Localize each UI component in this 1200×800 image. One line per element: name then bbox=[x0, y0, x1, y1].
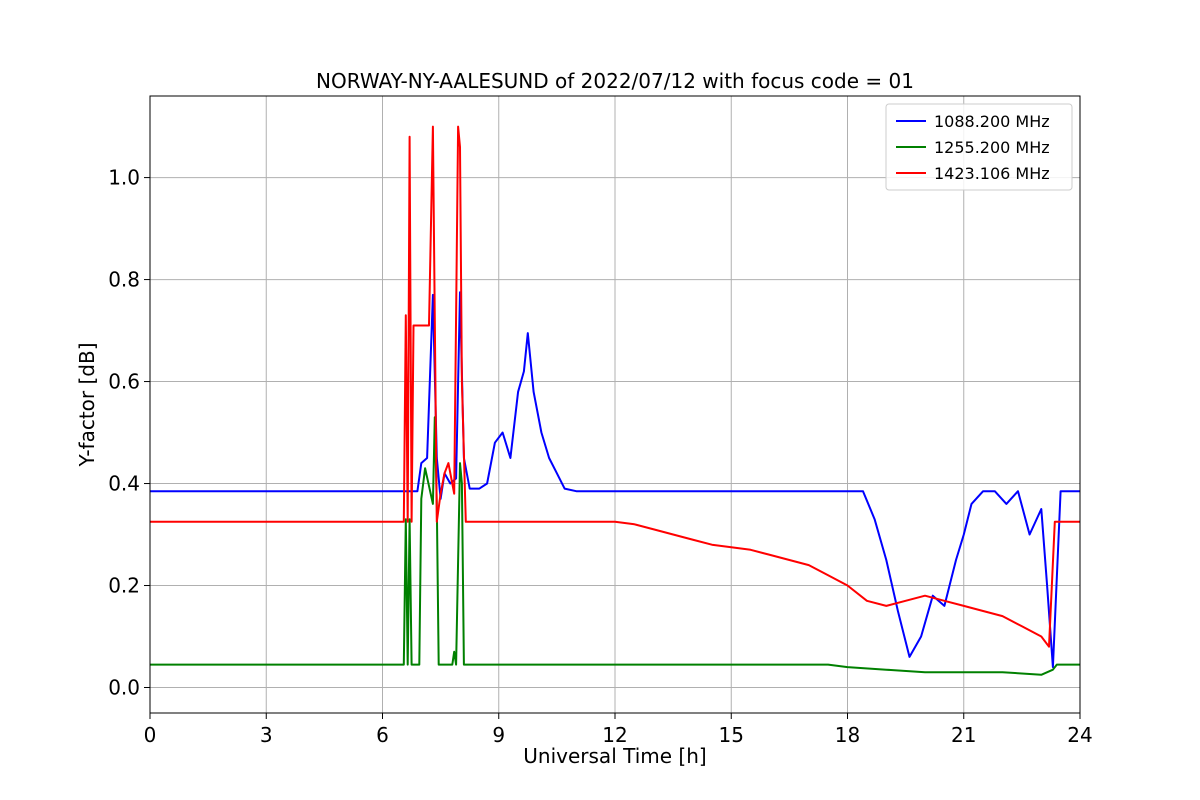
chart-title: NORWAY-NY-AALESUND of 2022/07/12 with fo… bbox=[316, 69, 914, 93]
x-tick-label: 3 bbox=[260, 723, 273, 747]
x-tick-label: 15 bbox=[719, 723, 744, 747]
y-tick-label: 0.6 bbox=[108, 370, 140, 394]
x-tick-label: 9 bbox=[492, 723, 505, 747]
grid-layer bbox=[149, 96, 1081, 713]
x-tick-label: 21 bbox=[951, 723, 976, 747]
legend-label-2: 1255.200 MHz bbox=[934, 138, 1050, 157]
y-tick-label: 0.4 bbox=[108, 472, 140, 496]
series-layer bbox=[150, 125, 1080, 676]
legend-label-1: 1088.200 MHz bbox=[934, 112, 1050, 131]
x-tick-label: 0 bbox=[144, 723, 157, 747]
y-tick-label: 0.8 bbox=[108, 268, 140, 292]
y-tick-label: 0.2 bbox=[108, 574, 140, 598]
legend-label-3: 1423.106 MHz bbox=[934, 164, 1050, 183]
tick-layer: 0 3 6 9 12 15 18 21 24 0.0 0.2 0.4 0.6 0.8 1.0 bbox=[108, 166, 1093, 747]
legend: 1088.200 MHz 1255.200 MHz 1423.106 MHz bbox=[885, 103, 1073, 191]
y-axis-label: Y-factor [dB] bbox=[75, 342, 99, 467]
x-tick-label: 12 bbox=[602, 723, 627, 747]
x-tick-label: 6 bbox=[376, 723, 389, 747]
y-tick-label: 0.0 bbox=[108, 676, 140, 700]
legend-box bbox=[885, 103, 1073, 191]
x-tick-label: 24 bbox=[1067, 723, 1092, 747]
x-axis-label: Universal Time [h] bbox=[523, 744, 706, 768]
x-tick-label: 18 bbox=[835, 723, 860, 747]
y-tick-label: 1.0 bbox=[108, 166, 140, 190]
series-line-3 bbox=[150, 125, 1080, 648]
series-line-2 bbox=[150, 416, 1080, 676]
